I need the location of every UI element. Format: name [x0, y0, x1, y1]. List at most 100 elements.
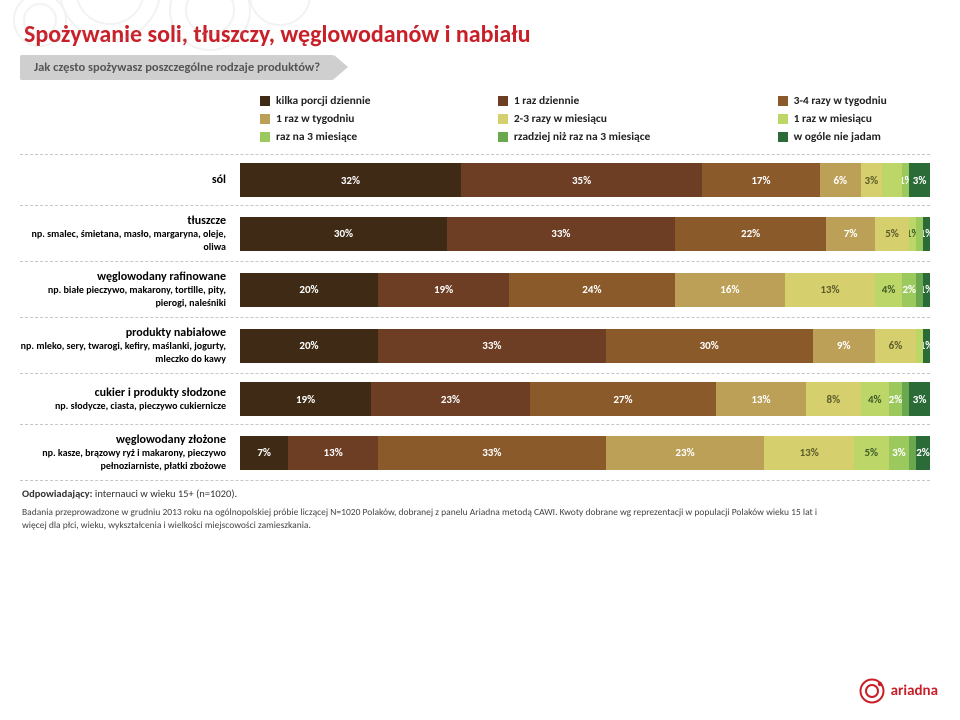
bar-segment: 13% [288, 436, 378, 470]
bar-segment: 4% [875, 273, 903, 307]
legend-label: 1 raz w tygodniu [276, 112, 354, 126]
stacked-bar: 20%33%30%9%6%1% [240, 329, 930, 363]
bar-segment: 1% [923, 329, 930, 363]
bar-segment: 27% [530, 382, 716, 416]
bar-segment: 9% [813, 329, 875, 363]
legend-item: raz na 3 miesiące [260, 130, 444, 144]
bar-segment: 3% [889, 436, 910, 470]
bar-segment: 23% [371, 382, 530, 416]
bar-segment: 23% [606, 436, 765, 470]
question-subtitle: Jak często spożywasz poszczególne rodzaj… [20, 55, 334, 80]
legend-swatch [498, 96, 508, 106]
bar-segment [909, 436, 916, 470]
legend-label: rzadziej niż raz na 3 miesiące [514, 130, 650, 144]
legend-item: rzadziej niż raz na 3 miesiące [498, 130, 724, 144]
category-label: cukier i produkty słodzonenp. słodycze, … [20, 386, 240, 413]
bar-segment [916, 217, 923, 251]
legend-label: 1 raz dziennie [514, 94, 579, 108]
bar-segment [882, 163, 903, 197]
legend-label: kilka porcji dziennie [276, 94, 371, 108]
bar-segment: 3% [909, 163, 930, 197]
stacked-bar: 7%13%33%23%13%5%3%2% [240, 436, 930, 470]
bar-segment: 3% [861, 163, 882, 197]
category-main: węglowodany rafinowane [20, 270, 226, 284]
chart-row: sól32%35%17%6%3%1%3% [20, 154, 930, 206]
legend-item: w ogóle nie jadam [778, 130, 960, 144]
legend-swatch [778, 132, 788, 142]
category-sub: np. kasze, brązowy ryż i makarony, piecz… [20, 447, 226, 472]
legend-swatch [498, 132, 508, 142]
stacked-bar: 19%23%27%13%8%4%2%3% [240, 382, 930, 416]
category-sub: np. smalec, śmietana, masło, margaryna, … [20, 228, 226, 253]
legend-label: 3-4 razy w tygodniu [794, 94, 887, 108]
category-main: węglowodany złożone [20, 433, 226, 447]
category-sub: np. mleko, sery, twarogi, kefiry, maślan… [20, 340, 226, 365]
bar-segment: 13% [764, 436, 854, 470]
bar-segment: 7% [826, 217, 874, 251]
stacked-bar: 32%35%17%6%3%1%3% [240, 163, 930, 197]
bar-segment: 2% [902, 273, 916, 307]
bar-segment: 30% [240, 217, 447, 251]
bar-segment: 19% [240, 382, 371, 416]
category-label: węglowodany złożonenp. kasze, brązowy ry… [20, 433, 240, 472]
stacked-bar-chart: sól32%35%17%6%3%1%3% tłuszczenp. smalec, … [0, 154, 960, 481]
bar-segment: 4% [861, 382, 889, 416]
respondents-label: Odpowiadający: [22, 487, 93, 500]
category-sub: np. białe pieczywo, makarony, tortille, … [20, 284, 226, 309]
legend-swatch [778, 96, 788, 106]
category-main: cukier i produkty słodzone [20, 386, 226, 400]
bar-segment: 20% [240, 273, 378, 307]
logo-text: ariadna [891, 682, 938, 700]
legend-item: 3-4 razy w tygodniu [778, 94, 960, 108]
chart-row: produkty nabiałowenp. mleko, sery, twaro… [20, 318, 930, 374]
bar-segment: 2% [916, 436, 930, 470]
bar-segment [916, 273, 923, 307]
bar-segment: 35% [461, 163, 703, 197]
legend-label: raz na 3 miesiące [276, 130, 357, 144]
bar-segment: 8% [806, 382, 861, 416]
legend-label: 2-3 razy w miesiącu [514, 112, 607, 126]
legend-item: kilka porcji dziennie [260, 94, 444, 108]
bar-segment: 17% [702, 163, 819, 197]
legend-item: 2-3 razy w miesiącu [498, 112, 724, 126]
bar-segment: 33% [378, 436, 606, 470]
bar-segment: 20% [240, 329, 378, 363]
respondents-note: Odpowiadający: internauci w wieku 15+ (n… [22, 487, 930, 500]
category-main: tłuszcze [20, 214, 226, 228]
brand-logo: ariadna [859, 678, 938, 704]
category-label: tłuszczenp. smalec, śmietana, masło, mar… [20, 214, 240, 253]
legend-swatch [260, 96, 270, 106]
bar-segment: 1% [923, 217, 930, 251]
category-label: węglowodany rafinowanenp. białe pieczywo… [20, 270, 240, 309]
chart-row: cukier i produkty słodzonenp. słodycze, … [20, 374, 930, 425]
bar-segment: 6% [875, 329, 916, 363]
stacked-bar: 30%33%22%7%5%1%1% [240, 217, 930, 251]
bar-segment: 1% [909, 217, 916, 251]
category-sub: np. słodycze, ciasta, pieczywo cukiernic… [20, 400, 226, 413]
chart-row: tłuszczenp. smalec, śmietana, masło, mar… [20, 206, 930, 262]
methodology-footer: Badania przeprowadzone w grudniu 2013 ro… [22, 506, 840, 532]
bar-segment [916, 329, 923, 363]
bar-segment: 7% [240, 436, 288, 470]
legend-item: 1 raz w tygodniu [260, 112, 444, 126]
bar-segment: 1% [902, 163, 909, 197]
legend-label: 1 raz w miesiącu [794, 112, 872, 126]
legend-label: w ogóle nie jadam [794, 130, 881, 144]
logo-icon [859, 678, 885, 704]
legend-swatch [778, 114, 788, 124]
bar-segment [902, 382, 909, 416]
bar-segment: 13% [716, 382, 806, 416]
bar-segment: 5% [854, 436, 889, 470]
category-main: produkty nabiałowe [20, 326, 226, 340]
bar-segment: 32% [240, 163, 461, 197]
chart-row: węglowodany rafinowanenp. białe pieczywo… [20, 262, 930, 318]
chart-legend: kilka porcji dziennie 1 raz dziennie 3-4 r… [260, 94, 960, 144]
bar-segment: 24% [509, 273, 675, 307]
bar-segment: 1% [923, 273, 930, 307]
respondents-value: internauci w wieku 15+ (n=1020). [95, 487, 237, 500]
legend-item: 1 raz w miesiącu [778, 112, 960, 126]
stacked-bar: 20%19%24%16%13%4%2%1% [240, 273, 930, 307]
bar-segment: 6% [820, 163, 861, 197]
bar-segment: 3% [909, 382, 930, 416]
bar-segment: 2% [889, 382, 903, 416]
